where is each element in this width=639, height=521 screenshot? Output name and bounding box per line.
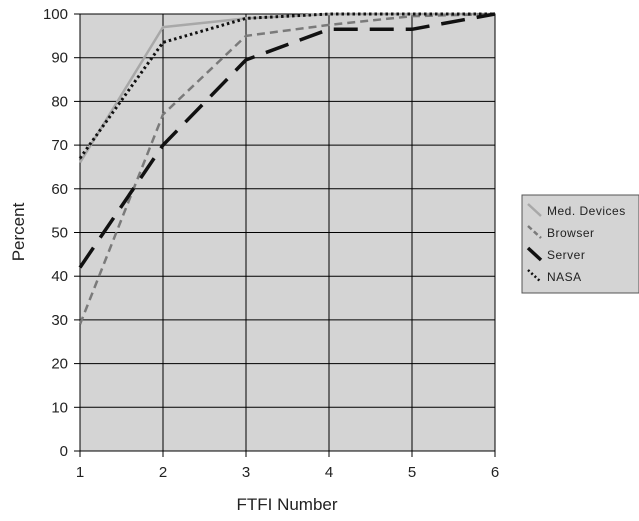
y-tick-label: 80 xyxy=(51,93,68,110)
legend-label: Server xyxy=(547,248,585,262)
y-tick-label: 70 xyxy=(51,137,68,154)
gridlines xyxy=(74,13,496,457)
y-tick-label: 30 xyxy=(51,312,68,329)
y-tick-label: 60 xyxy=(51,181,68,198)
x-tick-label: 1 xyxy=(76,464,84,481)
y-tick-label: 90 xyxy=(51,50,68,67)
series-lines xyxy=(78,12,496,325)
x-axis-label: FTFI Number xyxy=(236,495,337,514)
x-tick-label: 2 xyxy=(159,464,167,481)
tick-labels: 0 10 20 30 40 50 60 70 80 90 100 1 2 3 4 5 6 xyxy=(43,6,499,481)
series-line-server xyxy=(78,12,496,269)
y-tick-label: 10 xyxy=(51,399,68,416)
legend-box xyxy=(521,194,639,294)
x-tick-label: 3 xyxy=(242,464,250,481)
legend-swatch xyxy=(527,269,542,283)
series-line-browser xyxy=(78,12,496,325)
y-tick-label: 20 xyxy=(51,356,68,373)
legend-label: Med. Devices xyxy=(547,204,626,218)
series-line-nasa xyxy=(78,12,495,160)
legend: Med. Devices Browser Server NASA xyxy=(521,194,639,294)
y-tick-label: 100 xyxy=(43,6,68,23)
x-tick-label: 6 xyxy=(491,464,499,481)
legend-label: NASA xyxy=(547,270,582,284)
legend-swatch xyxy=(526,246,543,262)
y-tick-label: 0 xyxy=(60,443,68,460)
x-tick-label: 4 xyxy=(325,464,333,481)
x-tick-label: 5 xyxy=(408,464,416,481)
y-tick-label: 40 xyxy=(51,268,68,285)
y-axis-label: Percent xyxy=(9,202,28,261)
y-tick-label: 50 xyxy=(51,225,68,242)
legend-swatch xyxy=(527,225,542,239)
legend-label: Browser xyxy=(547,226,595,240)
legend-swatch xyxy=(527,203,542,217)
